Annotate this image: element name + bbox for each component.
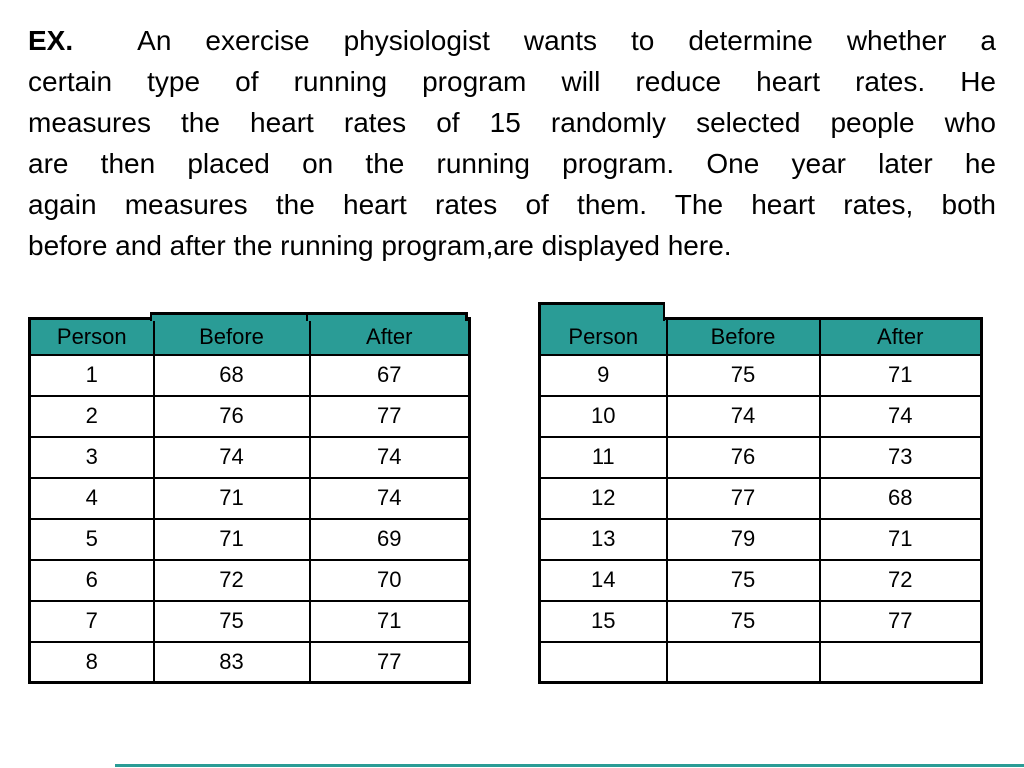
table-cell: 14 — [538, 558, 668, 602]
table-cell: 1 — [28, 353, 155, 397]
col-header-before: Before — [665, 317, 821, 356]
table-row: 6 72 70 — [28, 558, 471, 602]
table-row: 7 75 71 — [28, 599, 471, 643]
table-row: 9 75 71 — [538, 353, 983, 397]
table-row: 14 75 72 — [538, 558, 983, 602]
table-cell: 67 — [308, 353, 471, 397]
table-cell: 71 — [152, 517, 311, 561]
table-cell: 71 — [152, 476, 311, 520]
table-cell — [538, 640, 668, 684]
paragraph-line: before and after the running program,are… — [28, 230, 732, 261]
table-cell: 76 — [665, 435, 821, 479]
table-cell: 10 — [538, 394, 668, 438]
table-cell: 72 — [818, 558, 983, 602]
table-cell: 9 — [538, 353, 668, 397]
table-cell: 83 — [152, 640, 311, 684]
table-cell: 74 — [308, 476, 471, 520]
column-divider — [306, 315, 308, 321]
header-row: Person Before After — [28, 317, 471, 356]
table-row: 8 83 77 — [28, 640, 471, 684]
table-cell: 77 — [308, 640, 471, 684]
col-header-person: Person — [538, 317, 668, 356]
table-cell: 69 — [308, 517, 471, 561]
table-cell: 75 — [665, 599, 821, 643]
table-cell: 4 — [28, 476, 155, 520]
heart-rate-table-1: Person Before After 1 68 67 2 76 77 3 74 74 4 71 74… — [28, 317, 471, 684]
table-cell: 70 — [308, 558, 471, 602]
table-row: 1 68 67 — [28, 353, 471, 397]
table-cell — [665, 640, 821, 684]
table-cell: 77 — [665, 476, 821, 520]
col-header-before: Before — [152, 317, 311, 356]
table-row: 4 71 74 — [28, 476, 471, 520]
table-cell: 72 — [152, 558, 311, 602]
heart-rate-table-2: Person Before After 9 75 71 10 74 74 11 76 73 12 7… — [538, 317, 983, 684]
problem-text: EX. An exercise physiologist wants to det… — [28, 20, 996, 266]
table-row: 2 76 77 — [28, 394, 471, 438]
table-cell: 5 — [28, 517, 155, 561]
table-cell: 74 — [818, 394, 983, 438]
paragraph-line: certain type of running program will red… — [28, 66, 996, 97]
header-row: Person Before After — [538, 317, 983, 356]
example-label: EX. — [28, 25, 74, 56]
table-cell: 68 — [818, 476, 983, 520]
table-cell: 6 — [28, 558, 155, 602]
table-cell: 75 — [665, 558, 821, 602]
table-cell: 74 — [152, 435, 311, 479]
col-header-after: After — [818, 317, 983, 356]
table-cell: 15 — [538, 599, 668, 643]
table-cell: 11 — [538, 435, 668, 479]
table-cell — [818, 640, 983, 684]
table-cell: 71 — [308, 599, 471, 643]
table-cell: 79 — [665, 517, 821, 561]
table-cell: 7 — [28, 599, 155, 643]
table-top-offset-strip — [538, 302, 665, 321]
table-cell: 68 — [152, 353, 311, 397]
table-cell: 3 — [28, 435, 155, 479]
table-cell: 73 — [818, 435, 983, 479]
table-cell: 74 — [665, 394, 821, 438]
paragraph-line: measures the heart rates of 15 randomly … — [28, 107, 996, 138]
paragraph-line: again measures the heart rates of them. … — [28, 189, 996, 220]
table-cell: 74 — [308, 435, 471, 479]
table-row: 11 76 73 — [538, 435, 983, 479]
table-cell: 71 — [818, 517, 983, 561]
heart-rate-table-right-wrap: Person Before After 9 75 71 10 74 74 11 76 73 12 7… — [538, 302, 983, 684]
paragraph-line-text: An exercise physiologist wants to determ… — [137, 25, 996, 56]
table-cell: 8 — [28, 640, 155, 684]
table-top-offset-strip — [150, 312, 468, 321]
table-row: 12 77 68 — [538, 476, 983, 520]
table-row: 3 74 74 — [28, 435, 471, 479]
heart-rate-table-left-wrap: Person Before After 1 68 67 2 76 77 3 74 74 4 71 74… — [28, 312, 471, 684]
table-cell: 12 — [538, 476, 668, 520]
table-row — [538, 640, 983, 684]
paragraph-line: are then placed on the running program. … — [28, 148, 996, 179]
table-cell: 71 — [818, 353, 983, 397]
table-row: 15 75 77 — [538, 599, 983, 643]
table-cell: 13 — [538, 517, 668, 561]
table-cell: 75 — [152, 599, 311, 643]
col-header-after: After — [308, 317, 471, 356]
table-row: 5 71 69 — [28, 517, 471, 561]
table-cell: 2 — [28, 394, 155, 438]
table-cell: 76 — [152, 394, 311, 438]
col-header-person: Person — [28, 317, 155, 356]
table-row: 13 79 71 — [538, 517, 983, 561]
table-row: 10 74 74 — [538, 394, 983, 438]
table-cell: 77 — [818, 599, 983, 643]
accent-line — [115, 764, 1024, 767]
table-cell: 75 — [665, 353, 821, 397]
paragraph-line: EX. An exercise physiologist wants to det… — [28, 20, 996, 61]
table-cell: 77 — [308, 394, 471, 438]
